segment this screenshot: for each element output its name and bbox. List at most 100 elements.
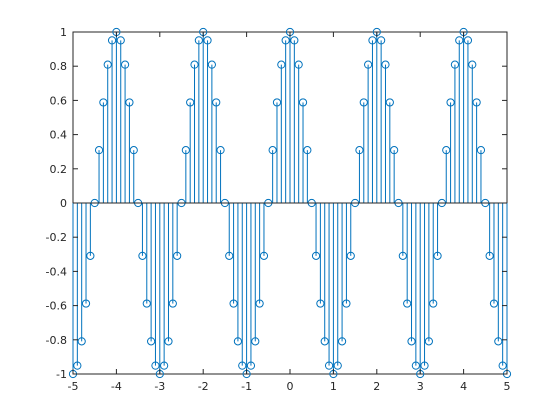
stem-marker (468, 60, 477, 69)
stem-marker (390, 146, 399, 155)
stem-marker (77, 337, 86, 346)
stem-marker (407, 337, 416, 346)
stem-marker (272, 98, 282, 107)
x-tick-label: -4 (111, 380, 122, 393)
stem-marker (403, 299, 412, 308)
x-tick-label: 3 (417, 380, 424, 393)
stem-marker (337, 337, 347, 346)
stem-marker (125, 98, 134, 107)
stem-marker (442, 146, 451, 155)
stem-marker (342, 299, 351, 308)
stem-marker (498, 361, 507, 370)
stem-marker (73, 361, 82, 370)
stem-marker (160, 361, 169, 370)
x-tick-label: -3 (154, 380, 165, 393)
y-tick-label: 0.2 (50, 163, 68, 176)
stem-marker (186, 98, 195, 107)
stem-marker (147, 337, 156, 346)
stem-marker (107, 36, 117, 45)
stem-marker (311, 251, 321, 260)
stem-marker (142, 299, 151, 308)
y-tick-label: 0.4 (50, 129, 68, 142)
stem-marker (120, 60, 130, 69)
stem-marker (472, 98, 481, 107)
stem-marker (333, 361, 342, 370)
stem-marker (181, 146, 190, 155)
y-tick-label: -1 (56, 368, 67, 381)
stem-marker (103, 60, 112, 69)
stem-marker (194, 36, 203, 45)
stem-marker (216, 146, 225, 155)
stem-marker (116, 36, 125, 45)
stem-marker (494, 337, 503, 346)
stem-marker (411, 361, 420, 370)
stem-marker (212, 98, 221, 107)
x-tick-label: -2 (198, 380, 209, 393)
stem-marker (190, 60, 199, 69)
stem-marker (164, 337, 173, 346)
stem-marker (433, 251, 442, 260)
stem-marker (364, 60, 373, 69)
stem-marker (429, 299, 438, 308)
stem-marker (294, 60, 303, 69)
y-tick-label: 0.8 (50, 60, 68, 73)
x-tick-label: 1 (330, 380, 337, 393)
stem-marker (233, 337, 243, 346)
stem-marker (251, 337, 260, 346)
stem-marker (281, 36, 290, 45)
stem-marker (377, 36, 386, 45)
stem-marker (489, 299, 499, 308)
stem-marker (173, 251, 182, 260)
stem-marker (346, 251, 355, 260)
plot-area: -5 -4 -3 -2 -1 0 1 2 3 4 5 -1 -0.8 -0.6 -0.4 -0.2 0 0.2 0.… (46, 26, 512, 393)
stem-marker (246, 361, 256, 370)
stem-marker (355, 146, 364, 155)
stem-marker (463, 36, 473, 45)
y-tick-label: 0.6 (50, 94, 68, 107)
stem-marker (303, 146, 312, 155)
x-tick-label: 5 (504, 380, 511, 393)
stem-marker (381, 60, 390, 69)
stem-marker (268, 146, 277, 155)
stem-marker (320, 337, 329, 346)
stem-marker (138, 251, 147, 260)
x-tick-label: -1 (241, 380, 252, 393)
stem-marker (203, 36, 212, 45)
stem-marker (450, 60, 460, 69)
stem-marker (446, 98, 455, 107)
stem-marker (385, 98, 394, 107)
y-tick-label: -0.8 (46, 334, 67, 347)
stem-marker (359, 98, 368, 107)
stem-marker (277, 60, 286, 69)
stem-marker (151, 361, 160, 370)
y-tick-label: 1 (60, 26, 67, 39)
stem-marker (368, 36, 377, 45)
stem-marker (316, 299, 325, 308)
y-tick-label: -0.4 (46, 265, 67, 278)
x-tick-label: 4 (460, 380, 467, 393)
stem-series (68, 27, 512, 379)
stem-marker (207, 60, 216, 69)
y-tick-label: -0.2 (46, 231, 67, 244)
y-tick-label: -0.6 (46, 300, 67, 313)
stem-marker (86, 251, 95, 260)
stem-marker (398, 251, 407, 260)
stem-marker (476, 146, 486, 155)
stem-marker (290, 36, 299, 45)
stem-marker (455, 36, 464, 45)
stem-marker (424, 337, 433, 346)
stem-marker (485, 251, 494, 260)
stem-marker (129, 146, 138, 155)
stem-marker (255, 299, 264, 308)
stem-marker (94, 146, 104, 155)
x-tick-label: -5 (68, 380, 79, 393)
stem-marker (168, 299, 177, 308)
stem-marker (99, 98, 108, 107)
stem-marker (298, 98, 308, 107)
stem-marker (81, 299, 91, 308)
stem-marker (225, 251, 234, 260)
x-tick-label: 0 (287, 380, 294, 393)
stem-marker (259, 251, 269, 260)
